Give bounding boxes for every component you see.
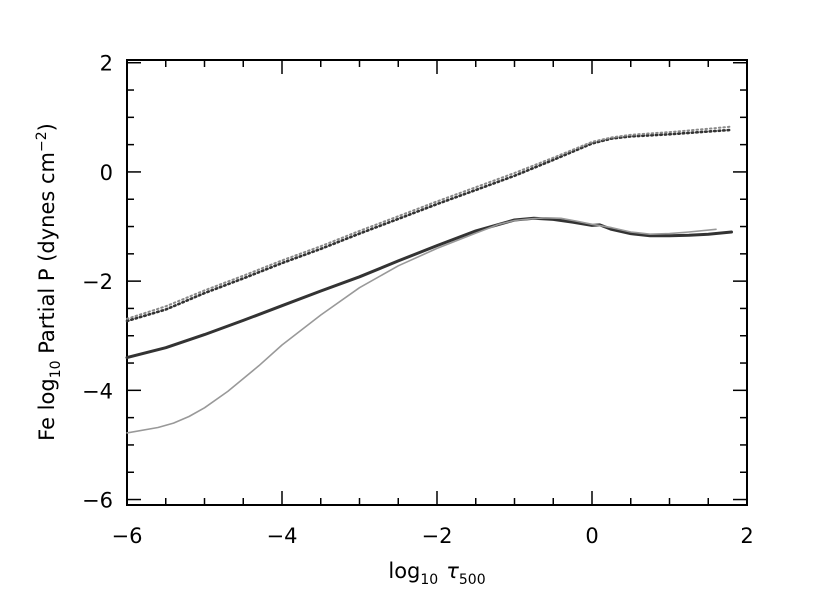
y-tick-label: −6 (82, 489, 113, 513)
x-tick-label: 0 (585, 524, 598, 548)
axis-tick-labels: −6 −4 −2 0 2 −6 −4 −2 0 2 (82, 52, 754, 548)
y-axis-title-mid: Partial P (dynes cm (35, 152, 59, 360)
y-axis-title-sup: −2 (34, 131, 50, 152)
y-tick-label: −2 (82, 270, 113, 294)
axis-ticks (126, 60, 748, 505)
y-tick-label: −4 (82, 379, 113, 403)
data-series (125, 125, 733, 434)
x-axis-title-prefix: log (388, 559, 420, 583)
x-tick-label: 2 (740, 524, 753, 548)
y-axis-title: Fe log10 Partial P (dynes cm−2) (34, 123, 64, 441)
series-line-4 (126, 125, 733, 320)
series-line-2 (126, 217, 717, 434)
y-tick-label: 0 (100, 161, 113, 185)
x-axis-title-symbol-sub: 500 (459, 572, 486, 588)
y-axis-title-suffix: ) (35, 123, 59, 131)
y-axis-title-sub: 10 (48, 360, 64, 378)
x-axis-title-symbol: τ (446, 559, 459, 583)
x-tick-label: −4 (267, 524, 298, 548)
x-axis-title: log10 τ500 (388, 559, 485, 588)
series-line-3 (125, 128, 733, 323)
y-tick-label: 2 (100, 52, 113, 76)
x-axis-title-sub: 10 (420, 572, 438, 588)
x-tick-label: −2 (422, 524, 453, 548)
y-axis-title-prefix: Fe log (35, 378, 59, 441)
plot-frame (126, 59, 748, 506)
x-tick-label: −6 (112, 524, 143, 548)
